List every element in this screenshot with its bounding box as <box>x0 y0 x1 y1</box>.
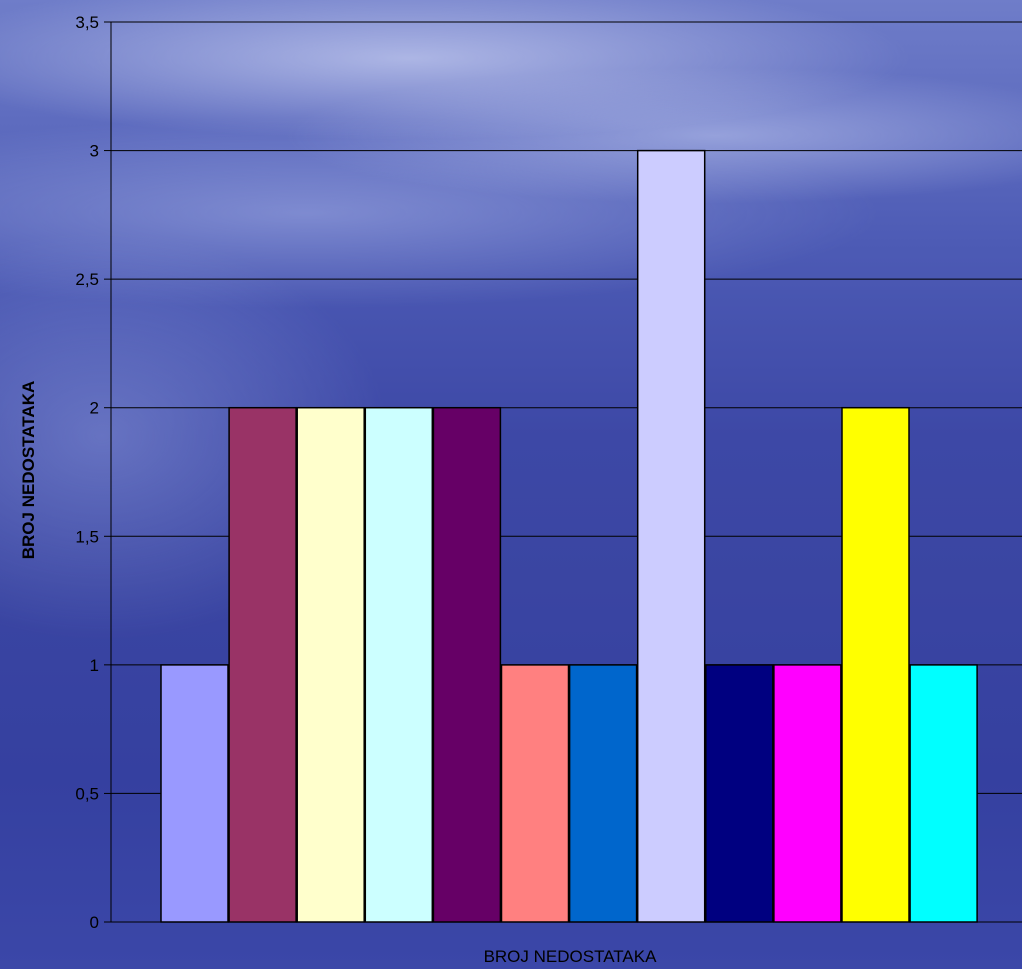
bar <box>705 664 774 923</box>
y-tick-label: 3,5 <box>75 13 99 32</box>
y-tick-label: 3 <box>90 142 99 161</box>
bars <box>160 149 978 923</box>
bar <box>432 406 502 923</box>
y-axis <box>104 21 1022 923</box>
bar <box>773 664 842 923</box>
y-tick-label: 1 <box>90 656 99 675</box>
y-axis-title: BROJ NEDOSTATAKA <box>19 381 38 560</box>
bar <box>296 406 365 923</box>
bar <box>228 406 297 923</box>
bar <box>160 664 229 923</box>
bar <box>568 664 638 923</box>
bar <box>500 664 570 923</box>
y-tick-labels: 0 0,5 1 1,5 2 2,5 3 3,5 <box>75 13 99 932</box>
x-axis-title: BROJ NEDOSTATAKA <box>484 947 658 966</box>
bar <box>364 406 434 923</box>
y-tick-label: 2,5 <box>75 270 99 289</box>
y-tick-label: 0 <box>90 913 99 932</box>
y-tick-label: 1,5 <box>75 527 99 546</box>
y-tick-label: 0,5 <box>75 784 99 803</box>
bar <box>636 149 706 923</box>
bar <box>841 406 910 923</box>
y-tick-label: 2 <box>90 399 99 418</box>
bar <box>909 664 978 923</box>
